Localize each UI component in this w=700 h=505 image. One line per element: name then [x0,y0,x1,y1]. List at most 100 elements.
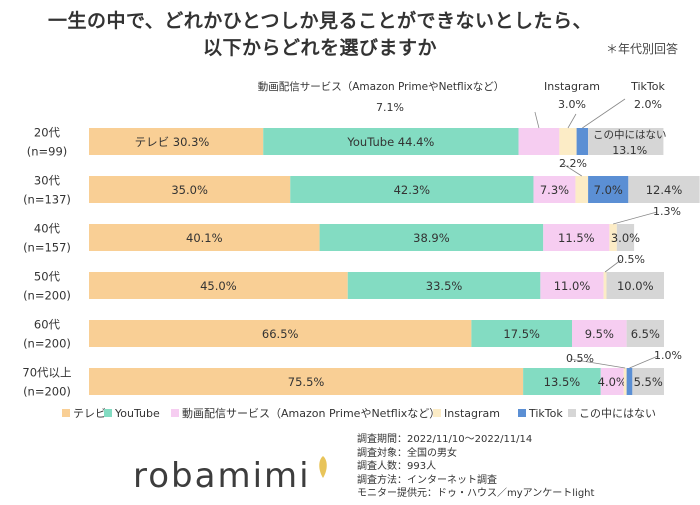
legend-label: YouTube [114,407,160,420]
callout-value: 0.5% [566,352,594,365]
bar-segment [89,272,348,299]
data-label: 11.0% [554,279,591,293]
data-label: 4.0% [598,375,627,389]
survey-count: 調査人数：993人 [357,461,437,473]
category-label: 60代 [34,318,61,332]
category-label: 70代以上 [22,366,71,380]
callout-value: 1.0% [654,349,682,362]
callout-leader [569,358,626,369]
bar-segment [609,224,617,251]
legend-swatch [62,409,70,417]
callout-leader [604,259,622,273]
callout-value: 1.3% [653,205,681,218]
category-n-label: (n=137) [23,193,71,207]
category-n-label: (n=200) [23,337,71,351]
bar-segment [518,128,560,155]
data-label: 35.0% [171,183,208,197]
chart-note: ＊年代別回答 [605,42,678,56]
callout-leader [629,355,659,369]
robamimi-logo: robamimi [133,456,311,496]
callout-label: この中にはない [593,128,667,141]
category-n-label: (n=99) [27,145,68,159]
bar-segment [606,272,664,299]
data-label: 13.5% [544,375,581,389]
legend-swatch [568,409,576,417]
callout-value: 2.2% [559,157,587,170]
callout-label: 動画配信サービス（Amazon PrimeやNetflixなど） [258,80,505,93]
data-label: 5.5% [634,375,663,389]
callout-label: Instagram [544,80,600,93]
logo-ear-icon [319,456,327,478]
bar-segment [89,176,291,203]
legend-swatch [518,409,526,417]
callout-label: TikTok [630,80,665,93]
legend-label: 動画配信サービス（Amazon PrimeやNetflixなど） [182,406,440,420]
legend-label: Instagram [444,407,500,420]
bar-segment [263,128,519,155]
data-label: 17.5% [503,327,540,341]
bar-segment [628,176,700,203]
data-label: テレビ 30.3% [135,135,210,149]
chart-title-line1: 一生の中で、どれかひとつしか見ることができないとしたら、 [48,10,592,32]
bar-segment [600,368,624,395]
data-label: 66.5% [262,327,299,341]
data-label: 3.0% [611,231,640,245]
bar-segment [559,128,577,155]
bar-segment [89,224,320,251]
callout-value: 2.0% [634,98,662,111]
data-label: 7.0% [594,183,623,197]
bar-segment [626,320,664,347]
bar-segment [626,368,633,395]
callout-leader [534,111,540,129]
bar-segment [89,368,524,395]
legend-swatch [433,409,441,417]
category-label: 20代 [34,126,61,140]
category-label: 50代 [34,270,61,284]
legend-label: TikTok [528,407,563,420]
survey-period: 調査期間：2022/11/10～2022/11/14 [357,434,533,445]
category-n-label: (n=200) [23,289,71,303]
bar-segment [632,368,664,395]
callout-value: 7.1% [376,101,404,114]
bar-segment [319,224,544,251]
data-label: 7.3% [540,183,569,197]
bar-segment [616,224,635,251]
bar-segment [89,128,264,155]
category-label: 30代 [34,174,61,188]
bar-segment [575,176,589,203]
legend-swatch [171,409,179,417]
category-label: 40代 [34,222,61,236]
stacked-bar-chart: 20代 (n=99) 30代 (n=137) 40代 (n=157) 50代 (n=200) 6… [22,80,700,420]
callout-leader [562,163,582,177]
data-label: 9.5% [585,327,614,341]
callout-leader [582,98,626,129]
bar-segment [471,320,572,347]
data-label: 40.1% [186,231,223,245]
data-label: 10.0% [617,279,654,293]
data-label: 38.9% [413,231,450,245]
data-label: 12.4% [646,183,683,197]
bar-segment [588,128,664,155]
survey-method: 調査方法：インターネット調査 [357,474,497,486]
legend-swatch [104,409,112,417]
bar-segment [533,176,576,203]
data-label: 42.3% [394,183,431,197]
bar-segment [588,176,629,203]
callout-leader [613,211,658,225]
bar-segment [543,224,610,251]
survey-info: 調査期間：2022/11/10～2022/11/14 調査対象：全国の男女 調査… [357,433,594,501]
bar-segment [347,272,541,299]
chart-title-line2: 以下からどれを選びますか [202,37,437,59]
legend-label: この中にはない [579,407,656,420]
callout-value: 3.0% [558,98,586,111]
bar-segment [623,368,627,395]
bar-segment [603,272,607,299]
callout-leader [567,113,577,129]
data-label: YouTube 44.4% [346,135,434,149]
bar-segment [523,368,601,395]
legend-label: テレビ [73,407,106,420]
bar-segment [576,128,589,155]
data-label: 6.5% [631,327,660,341]
callout-value: 0.5% [617,253,645,266]
